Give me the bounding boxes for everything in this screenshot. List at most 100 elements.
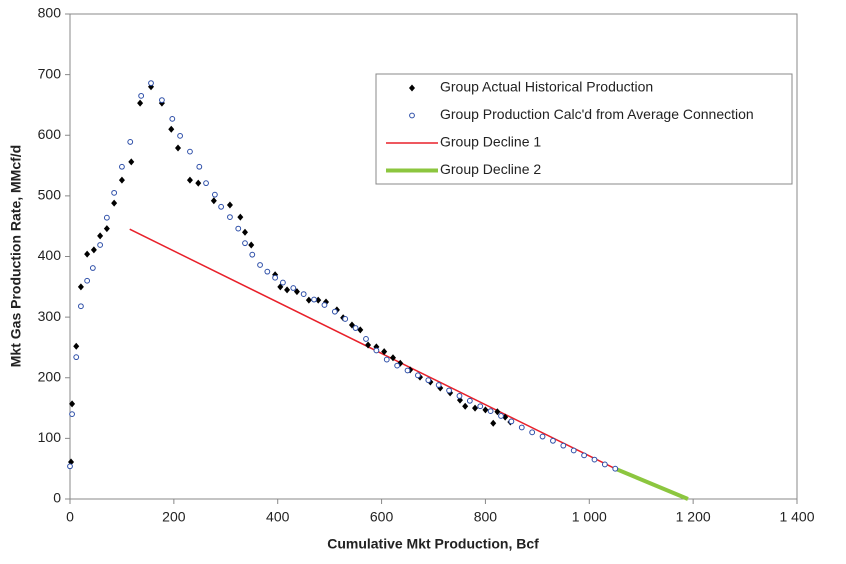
- data-point: [472, 404, 479, 412]
- y-tick-label: 700: [38, 65, 62, 81]
- data-point: [404, 367, 411, 374]
- data-point: [456, 393, 463, 399]
- x-axis-title: Cumulative Mkt Production, Bcf: [327, 536, 539, 552]
- data-point: [305, 296, 312, 304]
- data-point: [118, 176, 125, 184]
- data-point: [111, 199, 118, 207]
- data-point: [494, 408, 501, 416]
- data-point: [237, 213, 244, 221]
- data-point: [550, 437, 556, 444]
- x-tick-label: 1 000: [572, 509, 607, 525]
- data-point: [415, 372, 421, 379]
- data-point: [394, 362, 401, 369]
- data-point: [601, 461, 608, 468]
- data-point: [119, 163, 125, 170]
- data-point: [177, 132, 183, 139]
- data-point: [425, 377, 432, 384]
- data-point: [389, 354, 396, 362]
- data-point: [539, 433, 546, 440]
- data-point: [84, 250, 91, 258]
- y-axis-title: Mkt Gas Production Rate, MMcf/d: [8, 145, 24, 367]
- data-point: [482, 406, 489, 414]
- data-point: [248, 241, 255, 249]
- decline-line: [129, 228, 616, 470]
- x-tick-label: 1 400: [779, 509, 814, 525]
- legend-box: [375, 73, 793, 185]
- data-point: [241, 228, 248, 236]
- data-point: [187, 148, 193, 155]
- data-point: [211, 191, 218, 198]
- x-tick-label: 600: [370, 509, 394, 525]
- data-point: [218, 203, 225, 210]
- data-point: [203, 180, 209, 187]
- data-point: [435, 382, 442, 388]
- data-point: [111, 189, 118, 196]
- data-point: [97, 232, 104, 240]
- data-point: [529, 429, 536, 436]
- y-tick-label: 800: [38, 5, 62, 21]
- y-tick-label: 600: [38, 126, 62, 142]
- data-point: [462, 402, 469, 410]
- data-point: [69, 411, 75, 418]
- y-tick-label: 200: [38, 368, 62, 384]
- y-tick-label: 0: [53, 490, 61, 506]
- data-point: [69, 400, 76, 408]
- data-point: [591, 456, 598, 463]
- data-point: [264, 268, 271, 275]
- data-point: [490, 419, 497, 427]
- data-point: [381, 348, 388, 356]
- data-point: [508, 418, 515, 425]
- data-point: [365, 341, 372, 349]
- x-tick-label: 200: [162, 509, 186, 525]
- data-point: [67, 463, 73, 470]
- data-point: [84, 277, 91, 284]
- data-point: [280, 279, 286, 286]
- data-point: [186, 176, 193, 184]
- data-point: [518, 424, 525, 431]
- data-point: [90, 246, 97, 254]
- data-point: [311, 296, 317, 303]
- legend-label: Group Decline 1: [440, 134, 541, 150]
- data-point: [321, 302, 328, 308]
- data-point: [78, 303, 84, 310]
- legend-label: Group Decline 2: [440, 161, 541, 177]
- legend-swatch: [409, 84, 415, 92]
- data-point: [242, 240, 248, 247]
- data-point: [257, 262, 263, 268]
- data-point: [103, 225, 110, 233]
- legend-label: Group Actual Historical Production: [440, 79, 653, 95]
- legend-swatch: [409, 112, 415, 119]
- data-point: [373, 347, 380, 354]
- x-tick-label: 800: [474, 509, 498, 525]
- x-tick-label: 0: [66, 509, 74, 525]
- data-point: [560, 442, 567, 449]
- data-point: [138, 92, 145, 99]
- data-point: [363, 336, 369, 342]
- data-point: [290, 285, 297, 291]
- data-point: [137, 99, 144, 107]
- y-tick-label: 100: [38, 429, 62, 445]
- data-point: [227, 214, 233, 220]
- data-point: [175, 144, 182, 152]
- x-tick-label: 1 200: [676, 509, 711, 525]
- decline-line: [614, 466, 689, 501]
- data-point: [128, 158, 135, 166]
- data-point: [357, 326, 364, 334]
- data-point: [159, 97, 165, 103]
- data-point: [196, 163, 203, 170]
- data-point: [272, 274, 279, 281]
- data-point: [581, 452, 587, 459]
- data-point: [226, 201, 233, 209]
- data-point: [331, 308, 338, 315]
- data-point: [235, 225, 242, 232]
- data-point: [284, 286, 291, 294]
- data-point: [168, 125, 175, 133]
- data-point: [77, 283, 84, 291]
- data-point: [383, 356, 390, 363]
- data-point: [73, 342, 80, 350]
- y-tick-label: 400: [38, 247, 62, 263]
- data-point: [169, 115, 176, 122]
- data-point: [148, 80, 154, 87]
